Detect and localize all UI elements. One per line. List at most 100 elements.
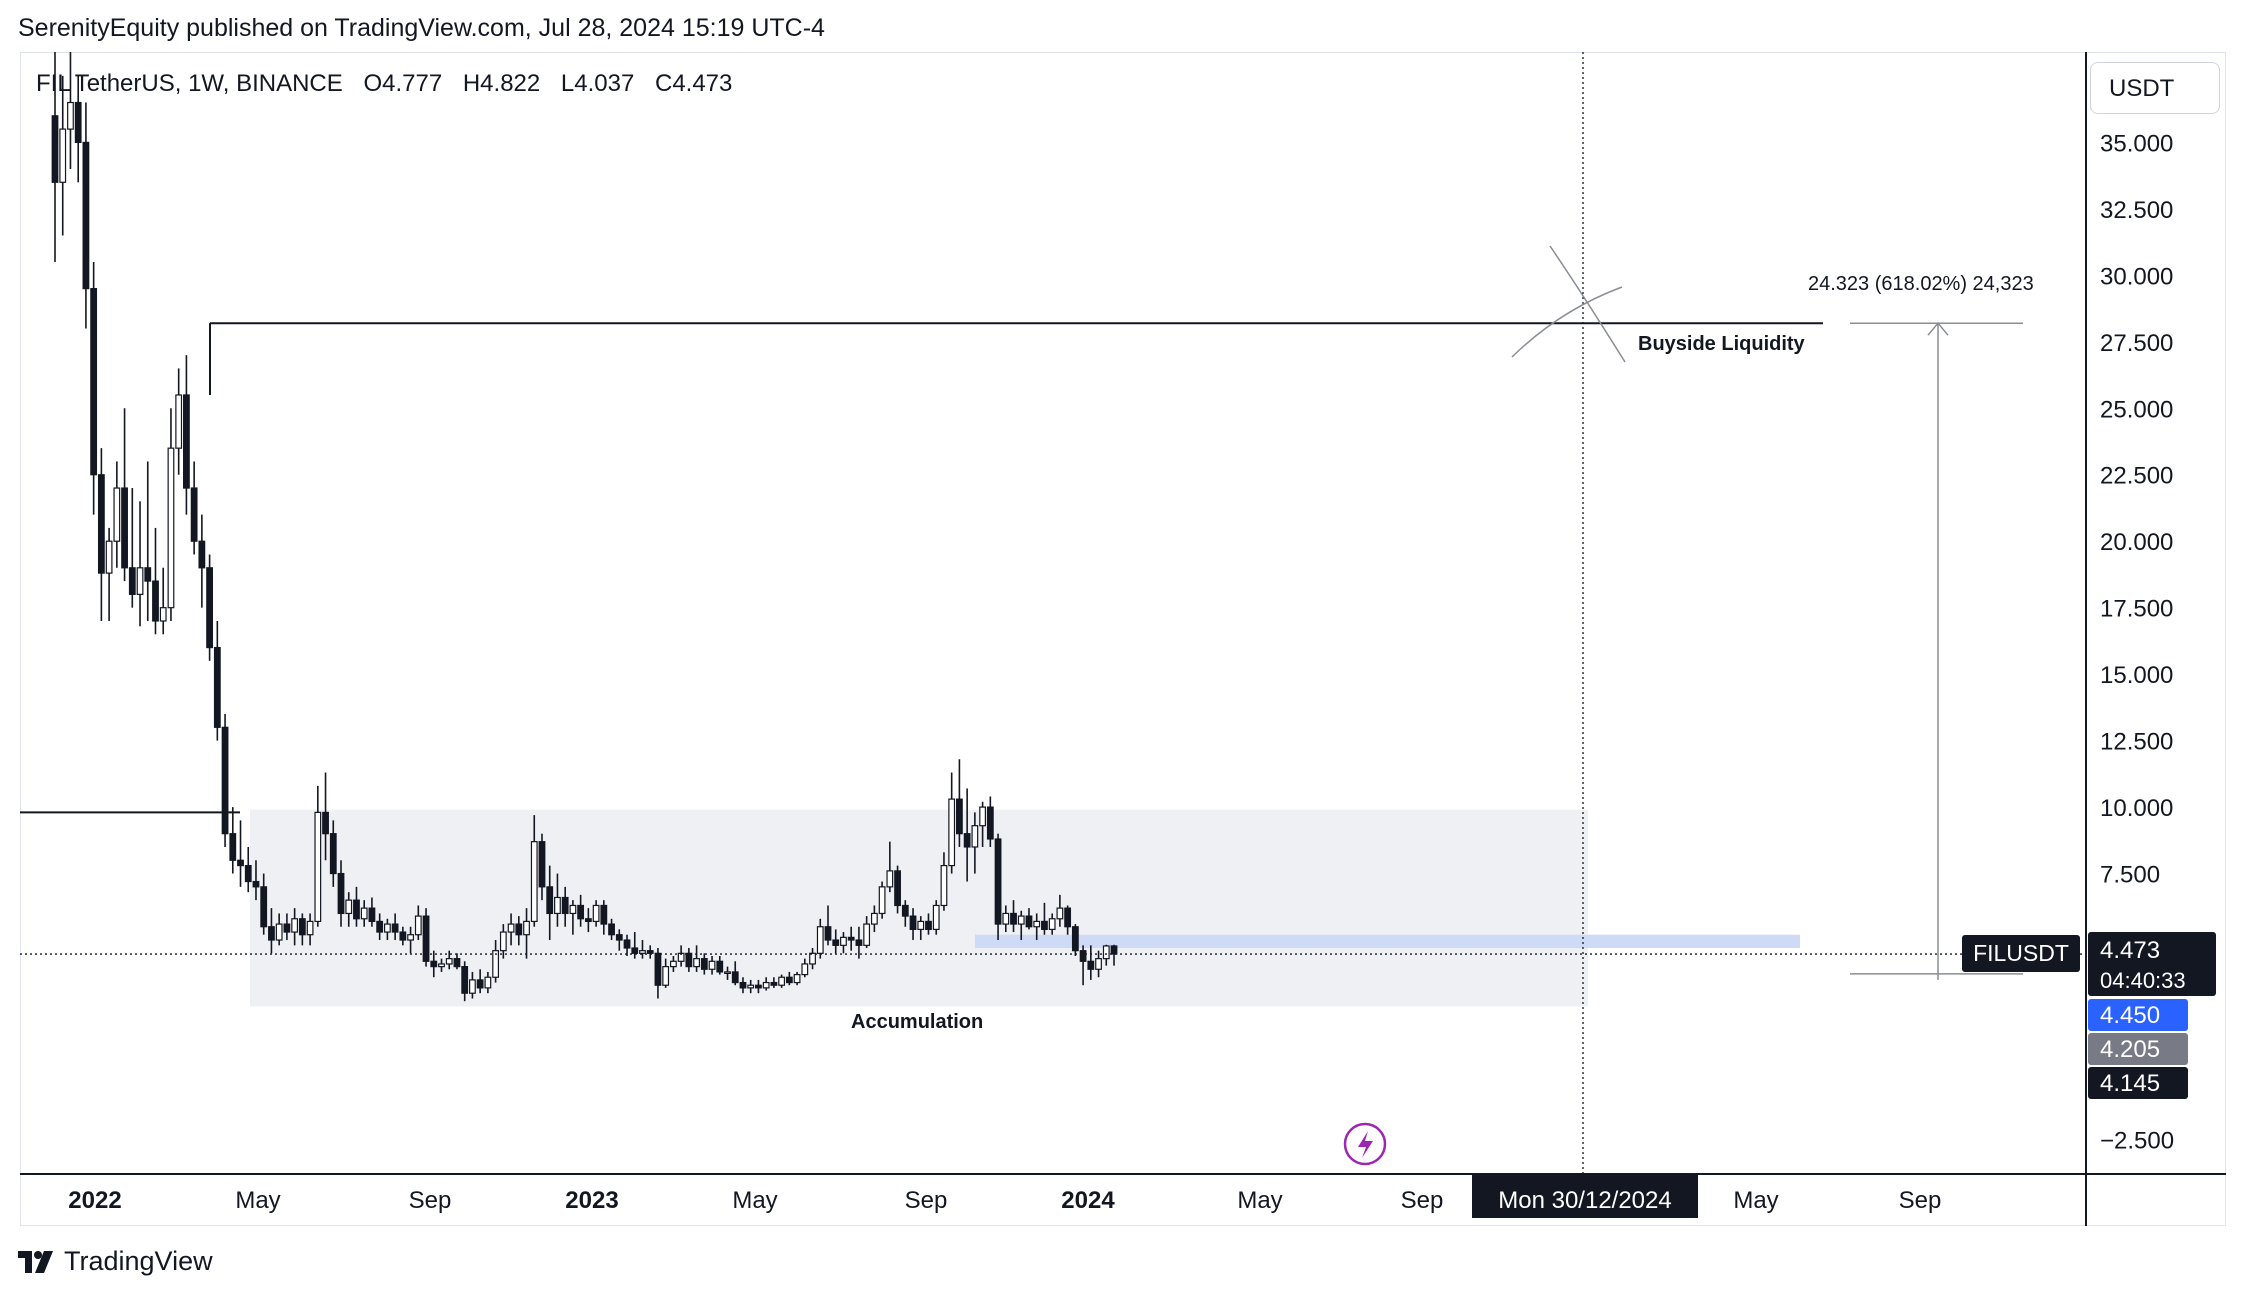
candle-up xyxy=(917,920,925,930)
candle-down xyxy=(963,833,971,848)
candle-down xyxy=(755,984,762,989)
candle-down xyxy=(584,918,592,923)
last-price-label: 4.473 xyxy=(2100,937,2160,964)
candle-up xyxy=(1056,907,1064,920)
candle-up xyxy=(306,920,314,936)
candle-down xyxy=(128,567,136,595)
candle-up xyxy=(1033,920,1041,928)
open-value: O4.777 xyxy=(363,70,443,97)
candle-up xyxy=(1048,918,1056,930)
candle-up xyxy=(175,394,183,449)
candle-up xyxy=(291,918,299,933)
candle-up xyxy=(809,952,816,965)
candle-down xyxy=(260,886,268,928)
lightning-icon-bolt xyxy=(1358,1131,1373,1158)
candle-down xyxy=(376,920,384,933)
candle-up xyxy=(840,936,847,946)
candle-down xyxy=(337,872,345,915)
candle-down xyxy=(190,487,198,542)
x-tick-label: Sep xyxy=(1899,1187,1942,1214)
candle-down xyxy=(925,920,932,930)
candle-up xyxy=(932,904,940,930)
accumulation-zone xyxy=(250,809,1588,1007)
candle-down xyxy=(654,952,662,986)
candle-down xyxy=(329,833,337,875)
demand-zone xyxy=(975,934,1800,949)
candle-up xyxy=(345,899,353,915)
y-tick-label: 7.500 xyxy=(2100,862,2160,889)
symbol-info-line: FIL TetherUS, 1W, BINANCE O4.777 H4.822 L… xyxy=(36,70,746,98)
candle-up xyxy=(793,973,801,984)
candle-up xyxy=(878,886,886,915)
candle-up xyxy=(523,920,530,936)
level-gray-box xyxy=(2088,1033,2188,1065)
candle-down xyxy=(213,646,221,728)
candle-down xyxy=(894,870,901,907)
candle-down xyxy=(322,811,329,835)
candle-down xyxy=(956,798,963,835)
y-tick-label: 22.500 xyxy=(2100,463,2173,490)
high-value: H4.822 xyxy=(462,70,541,97)
x-tick-label: May xyxy=(1733,1187,1778,1214)
candle-up xyxy=(1102,945,1110,960)
candle-up xyxy=(445,958,453,965)
candle-down xyxy=(198,540,206,569)
candle-down xyxy=(1079,950,1087,962)
currency-selector[interactable]: USDT xyxy=(2090,62,2220,114)
low-value: L4.037 xyxy=(560,70,635,97)
candle-up xyxy=(438,963,445,968)
tradingview-logo[interactable]: TradingView xyxy=(18,1246,213,1277)
candle-down xyxy=(739,981,747,989)
y-tick-label: 12.500 xyxy=(2100,729,2173,756)
candle-down xyxy=(237,859,244,867)
candle-down xyxy=(716,960,724,973)
candle-down xyxy=(847,936,855,941)
candle-down xyxy=(855,939,863,946)
y-tick-label: −2.500 xyxy=(2100,1127,2174,1154)
candle-down xyxy=(221,726,229,835)
candle-down xyxy=(252,880,260,888)
candle-down xyxy=(353,899,360,920)
candle-up xyxy=(484,976,492,989)
candle-down xyxy=(461,966,469,994)
candle-up xyxy=(407,934,414,941)
y-tick-label: 17.500 xyxy=(2100,596,2173,623)
candle-down xyxy=(1087,960,1095,970)
candle-down xyxy=(700,958,708,970)
x-tick-label: May xyxy=(732,1187,777,1214)
candle-up xyxy=(677,952,685,962)
candle-up xyxy=(383,923,391,933)
candle-down xyxy=(1025,915,1033,928)
candle-up xyxy=(159,607,167,622)
candle-up xyxy=(275,923,283,941)
candle-up xyxy=(1017,915,1025,925)
candle-up xyxy=(870,912,878,925)
candle-down xyxy=(430,960,438,968)
candle-down xyxy=(391,923,399,933)
last-price-box xyxy=(2088,932,2216,996)
candle-up xyxy=(948,798,956,867)
candle-down xyxy=(399,931,407,941)
candle-down xyxy=(824,926,832,941)
candle-down xyxy=(74,101,82,143)
candle-down xyxy=(183,394,190,489)
candle-down xyxy=(229,833,237,861)
candle-up xyxy=(136,567,144,595)
candle-up xyxy=(592,904,600,923)
x-tick-label: May xyxy=(235,1187,280,1214)
measure-label: 24.323 (618.02%) 24,323 xyxy=(1808,273,2034,295)
candle-down xyxy=(994,838,1002,925)
candle-up xyxy=(499,931,507,952)
candle-up xyxy=(747,984,755,989)
x-tick-label: Sep xyxy=(1401,1187,1444,1214)
y-tick-label: 30.000 xyxy=(2100,263,2173,290)
symbol-tag-label: FILUSDT xyxy=(1973,940,2069,966)
candle-down xyxy=(82,141,90,290)
candle-down xyxy=(144,567,152,582)
candle-down xyxy=(685,952,693,968)
y-tick-label: 27.500 xyxy=(2100,330,2173,357)
candle-down xyxy=(368,907,376,923)
candle-up xyxy=(113,487,121,542)
candle-down xyxy=(631,947,639,954)
